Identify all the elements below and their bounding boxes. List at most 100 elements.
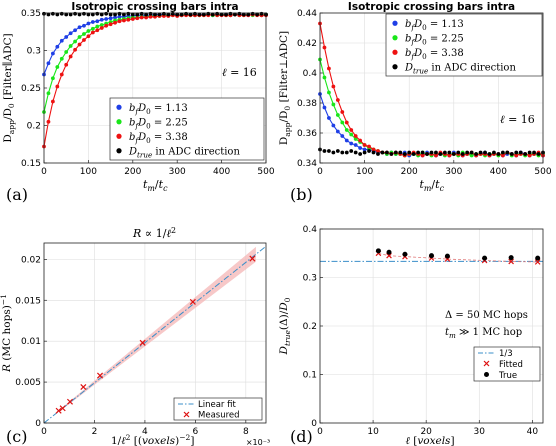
- panel-b-series-3-point-13: [376, 152, 380, 156]
- panel-d-fitted-line: [378, 252, 538, 263]
- panel-b-series-1-point-3: [331, 102, 336, 107]
- panel-b-series-1-point-6: [344, 128, 349, 132]
- panel-b-series-2-point-5: [340, 110, 345, 114]
- panel-a-series-2-point-21: [135, 16, 140, 21]
- panel-a-series-0-point-11: [90, 20, 95, 24]
- panel-b-series-1-point-34: [469, 153, 474, 158]
- panel-a-series-2-point-23: [144, 15, 149, 20]
- panel-b-ytick-label-5: 0.44: [297, 9, 317, 19]
- panel-c-ytick-label-1: 0.005: [15, 378, 41, 388]
- panel-c-ytick-label-3: 0.015: [15, 296, 41, 306]
- panel-b-ytick-label-2: 0.38: [297, 99, 317, 109]
- panel-c-ytick-label-0: 0: [35, 419, 41, 429]
- panel-a-series-0-point-13: [99, 17, 104, 22]
- panel-a-series-2-point-20: [130, 17, 135, 21]
- panel-b-series-2-point-9: [358, 138, 363, 143]
- panel-d-true-point-3: [429, 253, 434, 259]
- panel-a-legend-entry-0: bfD0 = 1.13: [129, 103, 188, 116]
- panel-a-ytick-label-4: 0.35: [21, 9, 41, 19]
- panel-a-legend-entry-2: bfD0 = 3.38: [129, 132, 188, 145]
- panel-d-true-point-1: [386, 249, 392, 255]
- panel-b-series-2-point-10: [362, 143, 367, 147]
- panel-a-ytick-label-2: 0.25: [21, 84, 41, 94]
- panel-d-xtick-label-4: 40: [527, 427, 539, 437]
- panel-a-series-1-point-12: [95, 24, 100, 29]
- panel-c-legend-entry-0: Linear fit: [198, 400, 236, 410]
- panel-b-series-3-point-17: [393, 150, 398, 155]
- panel-a-series-1-point-3: [55, 65, 60, 69]
- panel-a-series-1-point-2: [50, 76, 55, 81]
- panel-c-fit-line: [43, 245, 267, 424]
- panel-d-true-point-6: [508, 255, 514, 261]
- panel-a-series-3-point-3: [55, 12, 60, 17]
- panel-a-xtick-label-5: 500: [257, 167, 274, 177]
- panel-c-xtick-label-3: 6: [192, 427, 198, 437]
- panel-a-series-1-point-1: [46, 91, 51, 96]
- panel-c-xtick-label-4: 8: [243, 427, 249, 437]
- panel-b-series-2-point-41: [500, 153, 505, 158]
- panel-a-series-2-point-16: [113, 20, 117, 25]
- panel-b-axes-frame: [319, 12, 544, 164]
- panel-a-series-2-point-14: [104, 23, 109, 28]
- panel-a-series-1-point-11: [90, 26, 95, 31]
- panel-a-xtick-label-0: 0: [41, 167, 47, 177]
- panel-b-series-0-point-5: [340, 134, 345, 138]
- panel-b-series-2-point-44: [514, 153, 519, 158]
- panel-a-series-2-point-18: [122, 18, 126, 23]
- panel-d-legend-marker-1: [483, 360, 490, 367]
- panel-b-xtick-label-3: 300: [445, 167, 462, 177]
- panel-b-xtick-label-5: 500: [534, 167, 551, 177]
- panel-a-series-0-point-16: [113, 15, 117, 20]
- panel-a-series-3-point-6: [68, 12, 73, 17]
- panel-a-series-2-point-12: [95, 28, 100, 33]
- panel-b-series-3-point-11: [367, 149, 371, 153]
- panel-d-ytick-label-1: 0.1: [303, 371, 317, 381]
- panel-b-series-3-point-49: [536, 152, 541, 156]
- panel-b-series-1-point-5: [340, 120, 345, 125]
- panel-c-ytick-label-4: 0.02: [21, 255, 41, 265]
- panel-a-series-3-point-35: [197, 12, 202, 17]
- panel-b-series-1-point-4: [335, 113, 340, 117]
- panel-b-legend-entry-0: bfD0 = 1.13: [405, 19, 464, 32]
- panel-c-legend: [173, 397, 263, 421]
- panel-b-legend-entry-1: bfD0 = 2.25: [405, 33, 464, 46]
- panel-b-series-3-point-14: [380, 150, 385, 155]
- panel-a-series-3-point-8: [77, 12, 82, 17]
- panel-a-series-3-point-13: [99, 12, 104, 17]
- panel-b-ylabel: Dapp/D0 [Filter⊥ADC]: [278, 31, 292, 145]
- panel-b-series-3-point-33: [465, 150, 470, 155]
- panel-c-title: R ∝ 1/ℓ2: [132, 226, 176, 240]
- panel-b-xlabel: tm/tc: [420, 178, 445, 193]
- panel-b-series-3-point-40: [496, 152, 501, 156]
- panel-d-ytick-label-3: 0.3: [303, 274, 317, 284]
- panel-b-series-2-point-2: [327, 66, 331, 71]
- panel-b-series-3-point-3: [331, 150, 336, 155]
- panel-b-series-2-point-23: [420, 153, 425, 158]
- panel-b-series-3-point-36: [478, 150, 483, 155]
- panel-a-legend-marker-2: [116, 133, 122, 139]
- panel-b-series-3-point-48: [532, 150, 536, 155]
- panel-c-ylabel: R (MC hops)−1: [0, 294, 13, 373]
- panel-c-measured-point-6: [189, 298, 196, 305]
- panel-c-xtick-label-0: 0: [41, 427, 47, 437]
- panel-b-series-3-point-22: [416, 150, 421, 155]
- panel-label-b: (b): [290, 185, 313, 204]
- panel-a-legend-entry-3: Dtrue in ADC direction: [128, 146, 240, 159]
- panel-b-series-3-point-1: [322, 149, 327, 153]
- panel-a-series-3-point-11: [90, 12, 95, 17]
- panel-d-xtick-label-0: 0: [317, 427, 323, 437]
- panel-a-series-1-point-6: [68, 44, 73, 48]
- panel-b-series-1-point-7: [349, 132, 354, 137]
- panel-a-series-0-point-3: [55, 44, 60, 49]
- panel-a-series-1-point-7: [73, 39, 77, 44]
- panel-a-series-2-point-6: [68, 54, 73, 59]
- panel-a-series-3-point-33: [188, 12, 193, 17]
- panel-d-xlabel: ℓ [voxels]: [406, 435, 455, 446]
- panel-a-series-1-point-13: [99, 23, 104, 27]
- panel-d-true-point-2: [402, 251, 408, 257]
- panel-a-series-3-point-4: [59, 11, 64, 16]
- panel-a-ytick-label-3: 0.3: [27, 47, 41, 57]
- panel-c-measured-point-3: [80, 383, 87, 391]
- panel-b-series-3-point-19: [402, 152, 407, 156]
- panel-a-series-0-point-7: [73, 28, 77, 33]
